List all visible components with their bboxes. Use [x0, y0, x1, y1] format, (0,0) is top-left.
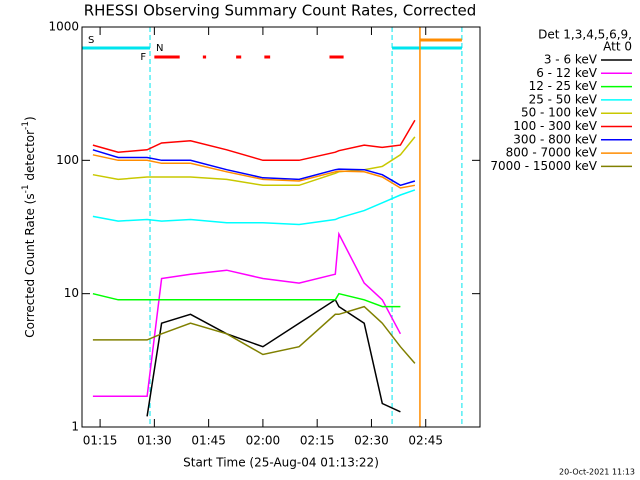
y-label-part: Corrected Count Rate (s [23, 193, 37, 337]
y-tick-label: 100 [56, 153, 79, 167]
legend-label: 300 - 800 keV [513, 132, 597, 146]
chart-title: RHESSI Observing Summary Count Rates, Co… [84, 2, 477, 20]
legend-label: 100 - 300 keV [513, 119, 597, 133]
plot-frame [81, 26, 481, 428]
x-tick-label: 02:15 [300, 434, 335, 448]
series-line [92, 292, 401, 308]
series-line [92, 154, 416, 189]
series-line [92, 305, 416, 364]
series-line [92, 136, 416, 187]
y-axis-label: Corrected Count Rate (s-1 detector-1) [21, 116, 37, 337]
flag-label: S [88, 35, 94, 46]
flag-label: N [156, 43, 163, 54]
legend-label: 800 - 7000 keV [506, 146, 598, 160]
legend-label: 12 - 25 keV [529, 79, 598, 93]
y-label-part: ) [23, 116, 37, 121]
legend-label: 6 - 12 keV [536, 66, 598, 80]
x-tick-label: 02:00 [246, 434, 281, 448]
legend-label: 25 - 50 keV [529, 92, 598, 106]
series-line [92, 149, 416, 187]
flag-label: F [140, 52, 146, 63]
x-tick-label: 01:15 [83, 434, 118, 448]
x-axis-label: Start Time (25-Aug-04 01:13:22) [183, 456, 379, 470]
y-tick-label: 1000 [48, 20, 79, 34]
x-tick-label: 02:45 [408, 434, 443, 448]
footer: 20-Oct-2021 11:13 [559, 468, 635, 477]
y-tick-label: 10 [64, 286, 79, 300]
legend-label: 7000 - 15000 keV [490, 159, 597, 173]
series-line [146, 298, 401, 417]
legend-label: 50 - 100 keV [521, 106, 598, 120]
series-line [92, 119, 416, 162]
y-label-part: -1 [21, 184, 31, 193]
x-tick-label: 01:45 [191, 434, 226, 448]
y-label-part: -1 [21, 121, 31, 130]
series-line [92, 189, 416, 226]
x-tick-label: 02:30 [354, 434, 389, 448]
y-label-part: detector [23, 130, 37, 185]
legend-header: Att 0 [603, 40, 632, 54]
y-tick-label: 1 [71, 420, 79, 434]
series-line [92, 231, 402, 398]
legend-header: Det 1,3,4,5,6,9, [538, 28, 632, 42]
legend-label: 3 - 6 keV [544, 53, 598, 67]
x-tick-label: 01:30 [137, 434, 172, 448]
